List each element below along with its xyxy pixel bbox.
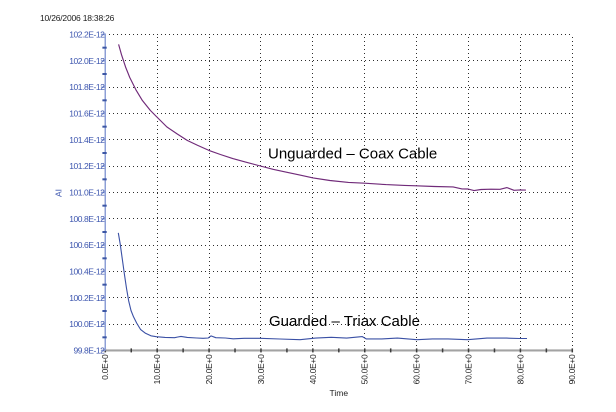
svg-text:101.6E-12: 101.6E-12 [69,109,105,119]
svg-text:40.0E+0: 40.0E+0 [308,354,318,384]
svg-text:90.0E+0: 90.0E+0 [567,354,577,384]
svg-text:30.0E+0: 30.0E+0 [256,354,266,384]
svg-text:100.2E-12: 100.2E-12 [69,293,105,303]
svg-text:101.2E-12: 101.2E-12 [69,161,105,171]
svg-text:102.0E-12: 102.0E-12 [69,56,105,66]
svg-text:101.0E-12: 101.0E-12 [69,188,105,198]
svg-text:10/26/2006 18:38:26: 10/26/2006 18:38:26 [40,13,115,23]
svg-text:100.4E-12: 100.4E-12 [69,267,105,277]
svg-text:102.2E-12: 102.2E-12 [69,30,105,40]
svg-text:80.0E+0: 80.0E+0 [515,354,525,384]
svg-text:70.0E+0: 70.0E+0 [463,354,473,384]
svg-text:Guarded – Triax Cable: Guarded – Triax Cable [269,313,420,330]
svg-text:100.8E-12: 100.8E-12 [69,214,105,224]
svg-text:Unguarded – Coax Cable: Unguarded – Coax Cable [268,145,437,162]
svg-text:101.4E-12: 101.4E-12 [69,135,105,145]
svg-text:100.6E-12: 100.6E-12 [69,240,105,250]
svg-text:20.0E+0: 20.0E+0 [204,354,214,384]
svg-text:100.0E-12: 100.0E-12 [69,319,105,329]
svg-text:99.8E-12: 99.8E-12 [73,346,105,356]
svg-text:0.0E+0: 0.0E+0 [100,354,110,380]
svg-text:AI: AI [54,189,64,197]
svg-text:50.0E+0: 50.0E+0 [360,354,370,384]
svg-text:10.0E+0: 10.0E+0 [152,354,162,384]
svg-text:Time: Time [330,388,349,398]
svg-text:60.0E+0: 60.0E+0 [412,354,422,384]
svg-text:101.8E-12: 101.8E-12 [69,82,105,92]
